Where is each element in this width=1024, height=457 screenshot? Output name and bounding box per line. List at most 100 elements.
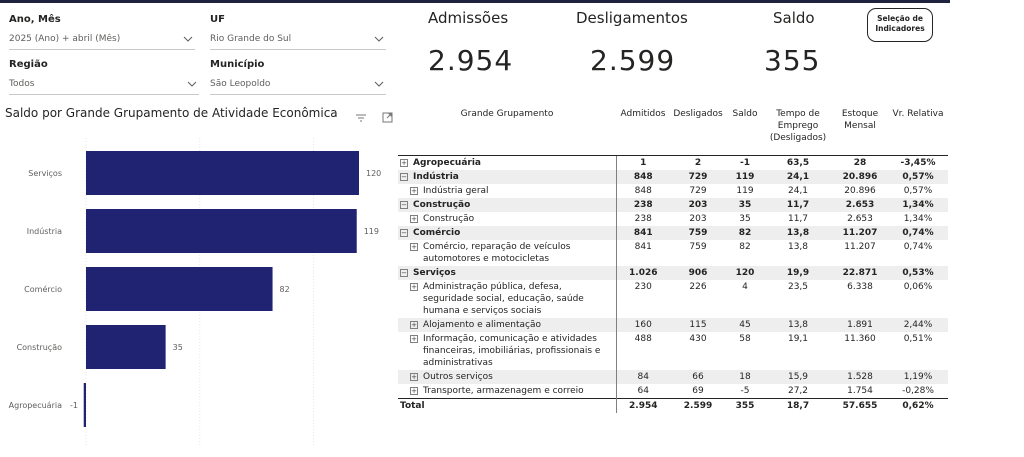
row-label: Indústria geral <box>423 185 489 196</box>
header-desligados[interactable]: Desligados <box>670 108 726 156</box>
filter-municipio-dropdown[interactable]: São Leopoldo <box>210 79 386 95</box>
table-cell: 24,1 <box>764 169 832 184</box>
table-row[interactable]: + Informação, comunicação e atividades fi… <box>398 331 948 370</box>
table-cell: 1.891 <box>832 317 888 332</box>
filter-uf-label: UF <box>210 14 225 25</box>
top-bar <box>0 0 950 3</box>
row-label: Agropecuária <box>413 157 481 168</box>
total-cell: 2.599 <box>670 397 726 413</box>
table-cell: 0,74% <box>903 241 933 252</box>
kpi-desligamentos-label: Desligamentos <box>576 9 688 27</box>
expand-icon[interactable]: + <box>410 186 418 195</box>
expand-icon[interactable]: + <box>410 334 418 343</box>
data-label: 35 <box>173 343 183 352</box>
table-cell: 120 <box>726 265 764 280</box>
chevron-down-icon <box>374 81 384 87</box>
filter-icon[interactable] <box>355 113 367 123</box>
table-cell: 906 <box>670 265 726 280</box>
expand-icon[interactable]: + <box>410 282 418 291</box>
table-row[interactable]: + Alojamento e alimentação 160 115 45 13,8 1.8… <box>398 317 948 332</box>
data-label: 120 <box>366 169 381 178</box>
total-cell: 57.655 <box>832 397 888 413</box>
filter-uf: UF Rio Grande do Sul <box>210 14 386 50</box>
kpi-desligamentos-value: 2.599 <box>590 44 676 77</box>
table-cell: 19,1 <box>787 333 809 344</box>
header-admitidos[interactable]: Admitidos <box>616 108 670 156</box>
expand-icon[interactable]: + <box>410 320 418 329</box>
category-label: Serviços <box>28 169 62 178</box>
table-cell: 1.754 <box>847 385 873 396</box>
chevron-down-icon <box>374 36 384 42</box>
table-cell: -1 <box>740 157 750 168</box>
focus-mode-icon[interactable] <box>382 112 393 123</box>
row-name-cell: + Agropecuária <box>398 155 617 170</box>
table-cell: 238 <box>616 197 670 212</box>
expand-icon[interactable]: + <box>410 372 418 381</box>
table-cell: 35 <box>739 213 751 224</box>
table-cell: 82 <box>739 241 751 252</box>
table-row[interactable]: + Indústria geral 848 729 119 24,1 20.896 0,57% <box>398 183 948 198</box>
table-cell: 1,34% <box>888 197 948 212</box>
total-cell: 18,7 <box>764 397 832 413</box>
table-row[interactable]: − Serviços 1.026 906 120 19,9 22.871 0,53% <box>398 265 948 280</box>
expand-icon[interactable]: + <box>410 214 418 223</box>
table-row[interactable]: + Agropecuária 1 2 -1 63,5 28 -3,45% <box>398 155 948 170</box>
table-row[interactable]: + Administração pública, defesa, segurida… <box>398 279 948 318</box>
data-label: -1 <box>70 401 78 410</box>
table-cell: 226 <box>689 281 707 292</box>
table-cell: 759 <box>670 225 726 240</box>
row-name-cell: + Indústria geral <box>398 183 617 198</box>
table-cell: 2,44% <box>888 317 948 332</box>
filter-regiao-dropdown[interactable]: Todos <box>9 79 199 95</box>
table-cell: 1.528 <box>832 369 888 384</box>
row-label: Construção <box>423 213 475 224</box>
row-name-cell: + Administração pública, defesa, segurida… <box>398 279 617 318</box>
expand-icon[interactable]: + <box>400 158 408 167</box>
filter-uf-dropdown[interactable]: Rio Grande do Sul <box>210 34 386 50</box>
header-grande-grupamento[interactable]: Grande Grupamento <box>398 108 616 156</box>
table-cell: 160 <box>616 317 670 332</box>
collapse-icon[interactable]: − <box>400 268 408 277</box>
selecao-indicadores-button[interactable]: Seleção de Indicadores <box>867 8 933 42</box>
bar <box>86 325 166 369</box>
row-label: Transporte, armazenagem e correio <box>423 385 584 396</box>
expand-icon[interactable]: + <box>410 386 418 395</box>
bar <box>86 151 359 195</box>
row-label: Comércio <box>413 227 461 238</box>
collapse-icon[interactable]: − <box>400 200 408 209</box>
bar <box>86 209 357 253</box>
table-row[interactable]: + Outros serviços 84 66 18 15,9 1.528 1,19% <box>398 369 948 384</box>
collapse-icon[interactable]: − <box>400 172 408 181</box>
table-row[interactable]: + Comércio, reparação de veículos automot… <box>398 239 948 266</box>
expand-icon[interactable]: + <box>410 242 418 251</box>
row-label: Construção <box>413 199 471 210</box>
collapse-icon[interactable]: − <box>400 228 408 237</box>
table-cell: 729 <box>689 185 707 196</box>
table-row[interactable]: + Construção 238 203 35 11,7 2.653 1,34% <box>398 211 948 226</box>
header-saldo[interactable]: Saldo <box>726 108 764 156</box>
table-row[interactable]: − Construção 238 203 35 11,7 2.653 1,34% <box>398 197 948 212</box>
table-cell: -0,28% <box>902 385 934 396</box>
table-cell: 18 <box>726 369 764 384</box>
category-label: Indústria <box>27 227 62 236</box>
table-cell: 115 <box>670 317 726 332</box>
table-cell: 0,57% <box>903 185 933 196</box>
header-estoque-mensal[interactable]: Estoque Mensal <box>832 108 888 156</box>
table-cell: 11.207 <box>832 225 888 240</box>
header-vr-relativa[interactable]: Vr. Relativa <box>888 108 948 156</box>
table-cell: 0,06% <box>903 281 933 292</box>
table-cell: 13,8 <box>764 317 832 332</box>
kpi-admissoes-label: Admissões <box>428 9 509 27</box>
table-cell: 11,7 <box>764 197 832 212</box>
filter-municipio-label: Município <box>210 59 265 70</box>
chevron-down-icon <box>183 36 193 42</box>
category-label: Comércio <box>24 284 62 294</box>
header-tempo-emprego[interactable]: Tempo de Emprego (Desligados) <box>764 108 832 156</box>
table-cell: 58 <box>739 333 751 344</box>
table-row[interactable]: − Indústria 848 729 119 24,1 20.896 0,57% <box>398 169 948 184</box>
table-row[interactable]: + Transporte, armazenagem e correio 64 69 -5… <box>398 383 948 398</box>
table-cell: 230 <box>634 281 652 292</box>
table-row[interactable]: − Comércio 841 759 82 13,8 11.207 0,74% <box>398 225 948 240</box>
filter-ano-mes-dropdown[interactable]: 2025 (Ano) + abril (Mês) <box>9 34 195 50</box>
table-cell: 63,5 <box>786 157 810 168</box>
